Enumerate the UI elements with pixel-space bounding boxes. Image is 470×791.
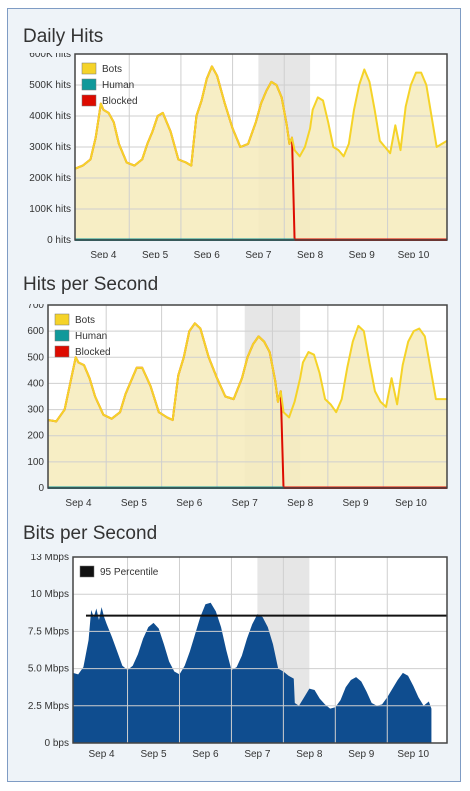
x-tick-label: Sep 10 <box>398 250 430 258</box>
y-tick-label: 200 <box>27 431 44 442</box>
x-tick-label: Sep 6 <box>194 250 221 258</box>
plot-frame <box>74 53 448 241</box>
chart-title-daily-hits: Daily Hits <box>23 26 104 47</box>
chart-title-bits-per-second: Bits per Second <box>23 523 158 544</box>
x-tick-label: Sep 5 <box>140 749 167 760</box>
x-tick-label: Sep 8 <box>287 498 314 509</box>
legend-label: Bots <box>75 315 95 326</box>
x-tick-label: Sep 8 <box>297 250 324 258</box>
y-tick-label: 5.0 Mbps <box>28 664 69 675</box>
plot-frame <box>47 304 448 489</box>
legend-label: Blocked <box>75 347 111 358</box>
y-tick-label: 600K hits <box>29 53 71 60</box>
y-tick-label: 2.5 Mbps <box>28 701 69 712</box>
legend-swatch <box>81 78 97 91</box>
legend-label: Human <box>75 331 107 342</box>
x-tick-label: Sep 9 <box>349 250 376 258</box>
x-tick-label: Sep 4 <box>90 250 117 258</box>
y-tick-label: 100 <box>27 457 44 468</box>
x-tick-label: Sep 5 <box>121 498 148 509</box>
y-tick-label: 13 Mbps <box>31 554 69 563</box>
bits-per-second-chart: 0 bps 2.5 Mbps 5.0 Mbps 7.5 Mbps 10 Mbps 13 M… <box>28 554 448 760</box>
legend-label: Bots <box>102 64 122 75</box>
stats-panel: Daily Hits 0 hits 100K hits 200K hits 300K … <box>7 8 461 782</box>
hits-per-second-chart: 0 100 200 300 400 500 600 700 Sep 4 Sep 5 Sep 6 Sep… <box>27 304 448 509</box>
y-tick-label: 500K hits <box>29 80 71 91</box>
x-tick-label: Sep 7 <box>244 749 271 760</box>
x-tick-label: Sep 9 <box>342 498 369 509</box>
legend-swatch <box>81 62 97 75</box>
legend-swatch <box>54 329 70 342</box>
legend-label: Blocked <box>102 96 138 107</box>
x-tick-label: Sep 4 <box>65 498 92 509</box>
y-tick-label: 400 <box>27 378 44 389</box>
x-tick-label: Sep 6 <box>176 498 203 509</box>
y-tick-label: 100K hits <box>29 204 71 215</box>
x-tick-label: Sep 7 <box>245 250 272 258</box>
legend-label: Human <box>102 80 134 91</box>
x-tick-label: Sep 7 <box>232 498 259 509</box>
x-tick-label: Sep 6 <box>192 749 219 760</box>
legend-label: 95 Percentile <box>100 567 159 578</box>
plot-frame <box>72 556 448 744</box>
x-tick-label: Sep 9 <box>348 749 375 760</box>
y-tick-label: 10 Mbps <box>31 589 69 600</box>
y-tick-label: 600 <box>27 326 44 337</box>
y-tick-label: 0 <box>38 483 44 494</box>
x-tick-label: Sep 5 <box>142 250 169 258</box>
y-tick-label: 200K hits <box>29 173 71 184</box>
y-tick-label: 7.5 Mbps <box>28 626 69 637</box>
x-tick-label: Sep 4 <box>88 749 115 760</box>
y-tick-label: 400K hits <box>29 111 71 122</box>
x-tick-label: Sep 10 <box>395 498 427 509</box>
y-tick-label: 300 <box>27 405 44 416</box>
series-area-bandwidth <box>73 602 432 743</box>
legend-swatch <box>79 565 95 578</box>
x-tick-label: Sep 10 <box>397 749 429 760</box>
y-tick-label: 700 <box>27 304 44 311</box>
y-tick-label: 300K hits <box>29 142 71 153</box>
y-tick-label: 0 hits <box>47 235 71 246</box>
series-fill-bots <box>48 323 447 488</box>
legend-swatch <box>54 345 70 358</box>
legend-swatch <box>81 94 97 107</box>
x-tick-label: Sep 8 <box>296 749 323 760</box>
legend-swatch <box>54 313 70 326</box>
y-tick-label: 500 <box>27 352 44 363</box>
chart-title-hits-per-second: Hits per Second <box>23 274 159 295</box>
daily-hits-chart: 0 hits 100K hits 200K hits 300K hits 400K hi… <box>29 53 448 258</box>
y-tick-label: 0 bps <box>45 738 69 749</box>
series-line-bots <box>74 65 448 170</box>
series-line-bots <box>47 322 447 423</box>
